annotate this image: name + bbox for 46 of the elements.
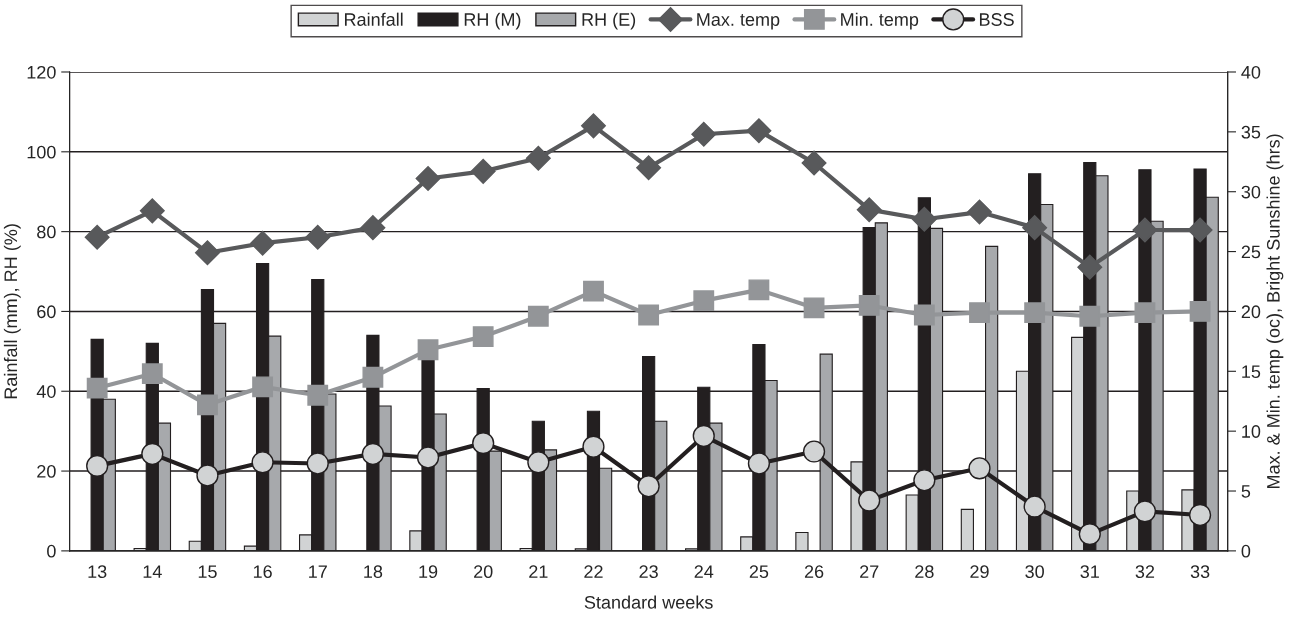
y-axis-title: Rainfall (mm), RH (%) bbox=[3, 224, 21, 399]
x-tick-label: 30 bbox=[1025, 565, 1044, 579]
x-tick-label: 28 bbox=[915, 565, 934, 579]
x-tick-label: 25 bbox=[749, 565, 769, 579]
y2-tick-label: 40 bbox=[1241, 65, 1261, 79]
y2-tick-label: 10 bbox=[1242, 425, 1261, 438]
y-tick-label: 60 bbox=[37, 305, 56, 319]
legend-label: RH (E) bbox=[582, 12, 636, 30]
x-tick-label: 24 bbox=[694, 565, 714, 578]
y-tick-label: 40 bbox=[36, 385, 56, 398]
x-tick-label: 26 bbox=[804, 565, 824, 579]
x-tick-label: 14 bbox=[143, 565, 162, 578]
x-tick-label: 16 bbox=[253, 565, 272, 579]
x-tick-label: 18 bbox=[364, 565, 383, 579]
legend-label: BSS bbox=[979, 13, 1014, 26]
y-tick-label: 80 bbox=[37, 225, 56, 239]
x-tick-label: 31 bbox=[1080, 565, 1099, 579]
y2-tick-label: 15 bbox=[1242, 365, 1261, 379]
x-tick-label: 15 bbox=[198, 565, 217, 579]
y2-tick-label: 30 bbox=[1241, 185, 1261, 199]
x-tick-label: 21 bbox=[529, 565, 548, 578]
legend-label: Rainfall bbox=[344, 12, 403, 26]
legend-label: RH (M) bbox=[464, 12, 521, 30]
y2-tick-label: 35 bbox=[1241, 125, 1261, 139]
y-tick-label: 100 bbox=[27, 145, 56, 159]
y-tick-label: 20 bbox=[37, 465, 56, 478]
x-tick-label: 32 bbox=[1135, 565, 1155, 579]
y2-tick-label: 0 bbox=[1241, 544, 1251, 558]
x-tick-label: 20 bbox=[474, 565, 493, 579]
x-tick-label: 23 bbox=[639, 565, 658, 579]
x-tick-label: 27 bbox=[860, 565, 879, 578]
legend-label: Max. temp bbox=[697, 13, 780, 30]
y-tick-label: 0 bbox=[47, 544, 56, 558]
x-tick-label: 17 bbox=[309, 565, 327, 578]
x-axis-title: Standard weeks bbox=[584, 595, 713, 609]
y2-tick-label: 20 bbox=[1241, 305, 1261, 319]
x-tick-label: 19 bbox=[419, 565, 438, 579]
y-tick-label: 120 bbox=[27, 65, 56, 79]
y2-axis-title: Max. & Min. temp (oc), Bright Sunshine (hrs) bbox=[1266, 134, 1284, 489]
x-tick-label: 33 bbox=[1190, 565, 1210, 579]
legend-label: Min. temp bbox=[841, 12, 919, 30]
x-tick-label: 29 bbox=[970, 565, 989, 579]
x-tick-label: 13 bbox=[88, 565, 107, 579]
x-tick-label: 22 bbox=[584, 565, 603, 578]
y2-tick-label: 5 bbox=[1241, 485, 1251, 498]
y2-tick-label: 25 bbox=[1241, 245, 1261, 259]
